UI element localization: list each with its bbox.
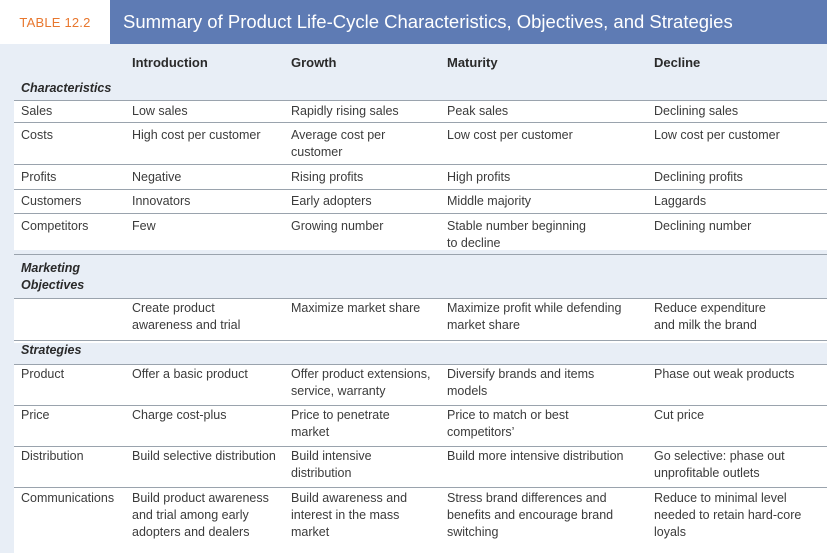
cell: Rising profits (291, 170, 364, 184)
cell: Offer a basic product (132, 367, 248, 381)
cell: Stable number beginning to decline (447, 219, 586, 250)
row-label-profits: Profits (21, 170, 57, 184)
rule (14, 122, 827, 123)
cell: Declining sales (654, 104, 739, 118)
sales-row-white (14, 101, 827, 119)
cell: Build product awareness and trial among … (132, 491, 269, 539)
col-growth: Growth (291, 55, 337, 70)
rule (14, 164, 827, 165)
row-label-customers: Customers (21, 194, 82, 208)
row-label-costs: Costs (21, 128, 53, 142)
cell: Create product awareness and trial (132, 301, 241, 332)
lifecycle-table: Introduction Growth Maturity Decline Cha… (0, 44, 827, 553)
cell: Low cost per customer (447, 128, 573, 142)
table-number: TABLE 12.2 (0, 0, 110, 44)
cell: Declining number (654, 219, 752, 233)
cell: High cost per customer (132, 128, 261, 142)
rule (14, 213, 827, 214)
row-label-sales: Sales (21, 104, 53, 118)
rule (14, 340, 827, 341)
objectives-body (14, 298, 827, 343)
cell: Laggards (654, 194, 707, 208)
cell: Price to penetrate market (291, 408, 390, 439)
strategies-heading-bg (14, 343, 827, 364)
rule (14, 254, 827, 255)
col-maturity: Maturity (447, 55, 498, 70)
section-characteristics: Characteristics (21, 81, 112, 95)
cell: Rapidly rising sales (291, 104, 399, 118)
cell: Offer product extensions, service, warra… (291, 367, 431, 398)
cell: Middle majority (447, 194, 532, 208)
section-strategies: Strategies (21, 343, 82, 357)
cell: Price to match or best competitors’ (447, 408, 569, 439)
row-label-price: Price (21, 408, 50, 422)
row-label-product: Product (21, 367, 65, 381)
cell: Build awareness and interest in the mass… (291, 491, 408, 539)
cell: Reduce to minimal level needed to retain… (654, 491, 802, 539)
cell: Average cost per customer (291, 128, 386, 159)
rule (14, 364, 827, 365)
cell: Low sales (132, 104, 188, 118)
objectives-heading-bg (14, 250, 827, 298)
cell: Growing number (291, 219, 384, 233)
cell: Maximize market share (291, 301, 421, 315)
cell: Build more intensive distribution (447, 449, 624, 463)
row-label-competitors: Competitors (21, 219, 89, 233)
table-header: TABLE 12.2 Summary of Product Life-Cycle… (0, 0, 827, 44)
cell: Charge cost-plus (132, 408, 227, 422)
cell: Negative (132, 170, 182, 184)
row-label-distribution: Distribution (21, 449, 84, 463)
cell: Cut price (654, 408, 705, 422)
rule (14, 100, 827, 101)
row-label-communications: Communications (21, 491, 115, 505)
cell: Diversify brands and items models (447, 367, 595, 398)
rule (14, 189, 827, 190)
rule (14, 405, 827, 406)
section-objectives: Marketing Objectives (21, 261, 85, 292)
cell: Stress brand differences and benefits an… (447, 491, 614, 539)
cell: Reduce expenditure and milk the brand (654, 301, 766, 332)
cell: High profits (447, 170, 511, 184)
cell: Phase out weak products (654, 367, 795, 381)
cell: Go selective: phase out unprofitable out… (654, 449, 785, 480)
cell: Low cost per customer (654, 128, 780, 142)
cell: Early adopters (291, 194, 372, 208)
col-introduction: Introduction (132, 55, 208, 70)
rule (14, 487, 827, 488)
cell: Maximize profit while defending market s… (447, 301, 622, 332)
cell: Declining profits (654, 170, 743, 184)
rule (14, 446, 827, 447)
table-title: Summary of Product Life-Cycle Characteri… (110, 0, 827, 44)
cell: Build selective distribution (132, 449, 276, 463)
col-decline: Decline (654, 55, 701, 70)
cell: Few (132, 219, 156, 233)
rule (14, 298, 827, 299)
cell: Build intensive distribution (291, 449, 372, 480)
cell: Peak sales (447, 104, 509, 118)
strategies-body (14, 364, 827, 553)
cell: Innovators (132, 194, 191, 208)
